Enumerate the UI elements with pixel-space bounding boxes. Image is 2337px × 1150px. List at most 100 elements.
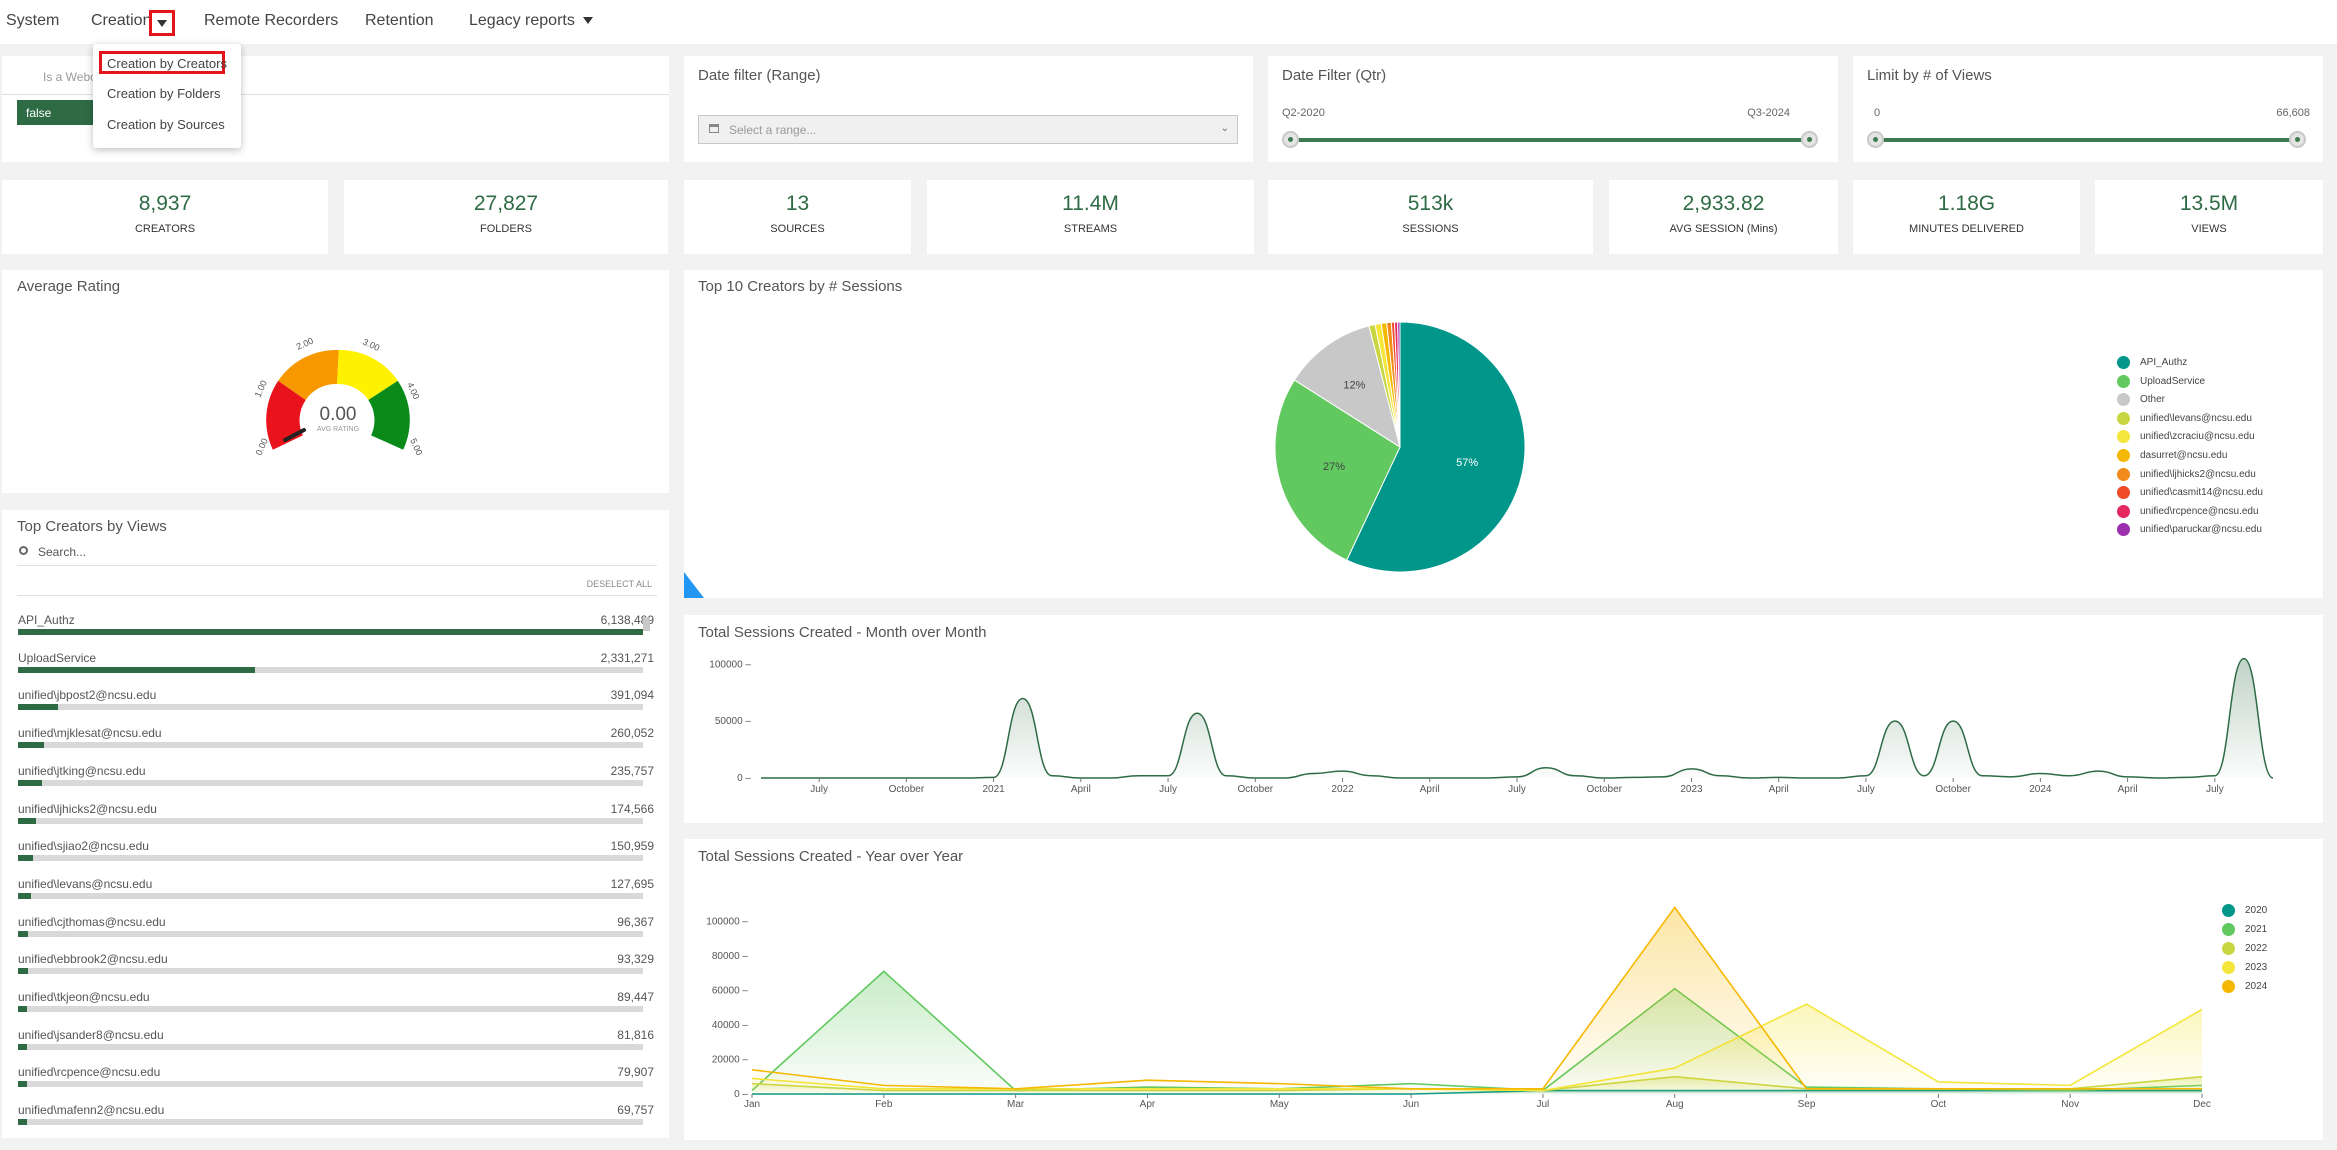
x-tick-label: October	[889, 784, 925, 795]
yoy-line[interactable]	[751, 906, 2202, 1090]
creator-name: unified\cjthomas@ncsu.edu	[18, 914, 166, 929]
x-tick-label: Nov	[2061, 1099, 2079, 1110]
yoy-area	[752, 971, 2202, 1094]
kpi-label: SOURCES	[770, 223, 825, 235]
info-corner-icon[interactable]	[684, 572, 704, 598]
list-item[interactable]: unified\levans@ncsu.edu 127,695	[18, 877, 654, 914]
legend-swatch	[2117, 486, 2130, 500]
x-tick-label: 2022	[1331, 784, 1354, 795]
list-item[interactable]: UploadService 2,331,271	[18, 651, 654, 688]
creator-views: 235,757	[610, 763, 654, 778]
nav-remote-recorders[interactable]: Remote Recorders	[204, 12, 339, 29]
creator-name: unified\ljhicks2@ncsu.edu	[18, 801, 157, 816]
pie-slice[interactable]	[1293, 325, 1401, 449]
scrollbar-thumb[interactable]	[643, 617, 650, 631]
list-item[interactable]: unified\jbpost2@ncsu.edu 391,094	[18, 688, 654, 725]
nav-legacy-reports[interactable]: Legacy reports	[469, 12, 593, 30]
pie-slice[interactable]	[1346, 321, 1526, 573]
pie-slice[interactable]	[1274, 379, 1401, 561]
y-tick-label: 60000 –	[712, 985, 749, 996]
legend-swatch	[2117, 504, 2130, 518]
list-item[interactable]: unified\rcpence@ncsu.edu 79,907	[18, 1065, 654, 1102]
chevron-down-icon: ⌄	[1220, 123, 1229, 134]
top-nav: System Creation Remote Recorders Retenti…	[0, 0, 2337, 44]
list-item[interactable]: unified\sjiao2@ncsu.edu 150,959	[18, 839, 654, 876]
deselect-all-button[interactable]: DESELECT ALL	[586, 579, 652, 589]
legend-swatch	[2117, 467, 2130, 481]
creator-name: unified\mjklesat@ncsu.edu	[18, 726, 162, 741]
list-item[interactable]: unified\mjklesat@ncsu.edu 260,052	[18, 726, 654, 763]
date-range-input[interactable]: Select a range... ⌄	[698, 115, 1238, 144]
x-tick-label: April	[1071, 784, 1091, 795]
x-tick-label: 2024	[2029, 784, 2052, 795]
mom-title: Total Sessions Created - Month over Mont…	[698, 624, 987, 641]
date-qtr-slider-max-handle[interactable]	[1801, 131, 1818, 148]
list-item[interactable]: unified\jsander8@ncsu.edu 81,816	[18, 1028, 654, 1065]
mom-line[interactable]	[761, 657, 2274, 779]
list-item[interactable]: unified\ljhicks2@ncsu.edu 174,566	[18, 802, 654, 839]
y-tick-label: 40000 –	[712, 1020, 749, 1031]
date-qtr-slider-min-handle[interactable]	[1282, 131, 1299, 148]
views-bar	[18, 892, 31, 899]
menu-item-creation-by-sources[interactable]: Creation by Sources	[107, 117, 225, 132]
nav-system[interactable]: System	[6, 12, 60, 29]
gauge-tick: 4.00	[405, 381, 421, 401]
kpi-minutes-delivered: 1.18G MINUTES DELIVERED	[1853, 180, 2080, 254]
creator-views: 2,331,271	[600, 650, 654, 665]
creator-name: UploadService	[18, 650, 97, 665]
views-bar-track	[18, 779, 643, 786]
creator-views: 391,094	[610, 688, 654, 703]
x-tick-label: Jan	[744, 1099, 760, 1110]
x-tick-label: April	[2118, 784, 2138, 795]
creators-search-input[interactable]: Search...	[17, 544, 657, 566]
kpi-streams: 11.4M STREAMS	[927, 180, 1254, 254]
views-bar	[18, 704, 58, 711]
month-over-month-panel: Total Sessions Created - Month over Mont…	[684, 615, 2323, 823]
x-tick-label: April	[1420, 784, 1440, 795]
views-limit-slider-max-handle[interactable]	[2289, 131, 2306, 148]
calendar-icon	[709, 124, 719, 133]
kpi-label: SESSIONS	[1402, 223, 1459, 235]
legend-label: unified\paruckar@ncsu.edu	[2140, 524, 2262, 536]
gauge-band-green	[368, 380, 410, 450]
views-bar	[18, 779, 42, 786]
kpi-value: 27,827	[473, 192, 539, 215]
menu-item-creation-by-creators[interactable]: Creation by Creators	[107, 56, 227, 71]
views-limit-slider-min-handle[interactable]	[1867, 131, 1884, 148]
legend-label: 2024	[2245, 981, 2268, 992]
list-item[interactable]: API_Authz 6,138,489	[18, 613, 654, 650]
views-bar-track	[18, 817, 643, 824]
pie-slice[interactable]	[1397, 321, 1401, 448]
creator-name: unified\tkjeon@ncsu.edu	[18, 990, 150, 1004]
y-tick-label: 100000 –	[709, 659, 751, 670]
mom-area	[761, 658, 2273, 778]
list-item[interactable]: unified\tkjeon@ncsu.edu 89,447	[18, 990, 654, 1027]
date-range-filter-panel: Date filter (Range) Select a range... ⌄	[684, 56, 1253, 162]
creator-name: unified\jsander8@ncsu.edu	[18, 1027, 164, 1042]
legend-swatch	[2222, 980, 2235, 993]
legend-swatch	[2222, 904, 2235, 917]
list-item[interactable]: unified\jtking@ncsu.edu 235,757	[18, 764, 654, 801]
nav-creation[interactable]: Creation	[91, 12, 152, 29]
list-item[interactable]: unified\cjthomas@ncsu.edu 96,367	[18, 915, 654, 952]
views-bar	[18, 1043, 28, 1050]
legend-swatch	[2222, 961, 2235, 974]
x-tick-label: Dec	[2193, 1099, 2211, 1110]
yoy-title: Total Sessions Created - Year over Year	[698, 848, 964, 865]
list-item[interactable]: unified\mafenn2@ncsu.edu 69,757	[18, 1103, 654, 1138]
creator-views: 79,907	[617, 1065, 654, 1080]
nav-retention[interactable]: Retention	[365, 12, 434, 29]
y-tick-label: 80000 –	[712, 951, 749, 962]
views-limit-min: 0	[1874, 107, 1881, 119]
chevron-down-icon	[582, 17, 593, 25]
creator-views: 96,367	[617, 914, 654, 929]
pie-chart: 57% 27% 12%	[1274, 321, 1526, 573]
views-bar-track	[18, 1119, 643, 1126]
top10-creators-panel: Top 10 Creators by # Sessions 57% 27% 12% …	[684, 270, 2323, 598]
x-tick-label: Apr	[1140, 1099, 1156, 1110]
kpi-label: AVG SESSION (Mins)	[1669, 223, 1778, 235]
list-item[interactable]: unified\ebbrook2@ncsu.edu 93,329	[18, 952, 654, 989]
creation-dropdown-toggle[interactable]	[149, 10, 175, 36]
legend-swatch	[2222, 923, 2235, 936]
menu-item-creation-by-folders[interactable]: Creation by Folders	[107, 86, 221, 101]
